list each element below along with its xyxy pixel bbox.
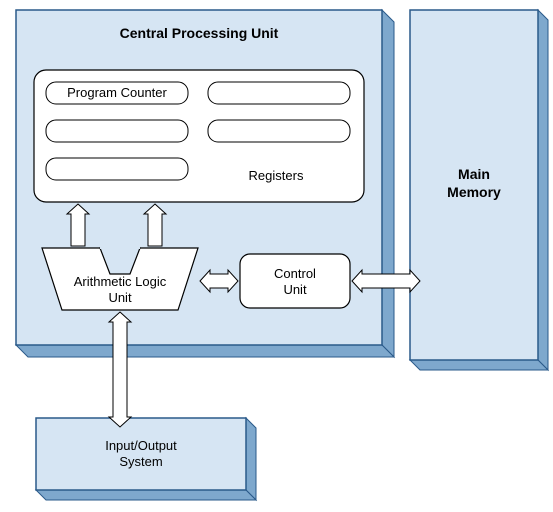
svg-text:Registers: Registers	[249, 168, 304, 183]
register-cell	[46, 120, 188, 142]
svg-text:Program Counter: Program Counter	[67, 85, 167, 100]
svg-text:Central Processing Unit: Central Processing Unit	[120, 25, 279, 41]
svg-text:Input/Output: Input/Output	[105, 438, 177, 453]
register-cell	[208, 120, 350, 142]
svg-text:Unit: Unit	[283, 282, 307, 297]
register-cell	[46, 158, 188, 180]
svg-text:Control: Control	[274, 266, 316, 281]
svg-text:Main: Main	[458, 166, 490, 182]
svg-text:Unit: Unit	[108, 290, 132, 305]
register-cell	[208, 82, 350, 104]
cpu-architecture-diagram: Central Processing Unit Program Counter Re…	[0, 0, 553, 512]
svg-text:Arithmetic Logic: Arithmetic Logic	[74, 274, 167, 289]
svg-text:Memory: Memory	[447, 184, 501, 200]
control-unit	[240, 254, 350, 308]
svg-text:System: System	[119, 454, 162, 469]
